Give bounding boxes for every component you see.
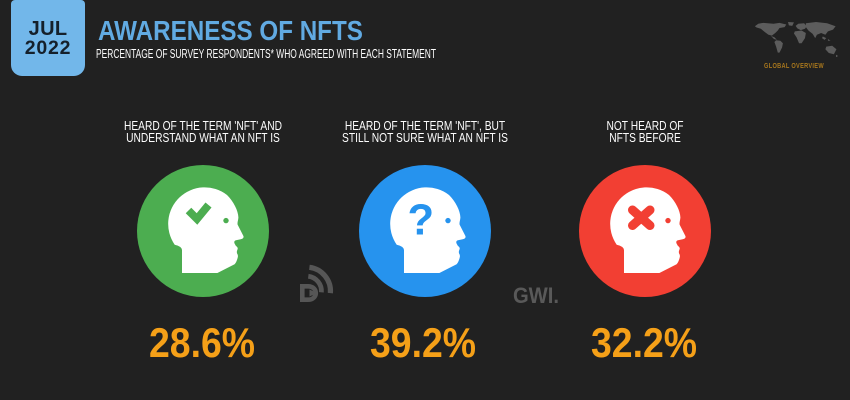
svg-text:?: ? — [407, 197, 434, 245]
